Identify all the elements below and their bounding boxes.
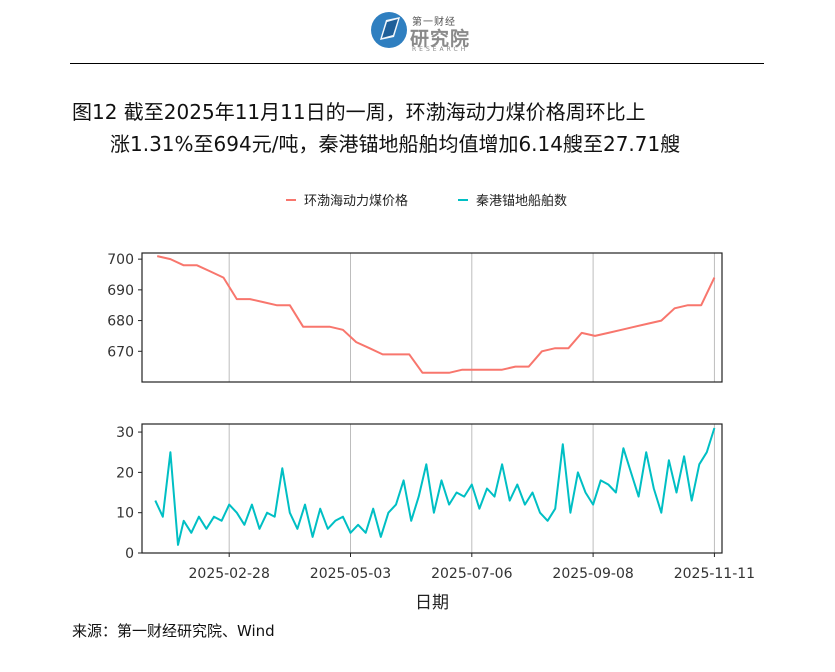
figure-title: 图12 截至2025年11月11日的一周，环渤海动力煤价格周环比上 涨1.31%… xyxy=(72,96,772,160)
logo-mark-icon xyxy=(371,12,407,48)
panel0-ytick-label-3: 700 xyxy=(107,252,134,268)
xtick-label-2: 2025-07-06 xyxy=(431,566,512,582)
logo-small-text: 第一财经 xyxy=(412,17,456,28)
logo-en-text: RESEARCH xyxy=(412,46,469,53)
panel1-ytick-label-1: 10 xyxy=(116,506,134,522)
panel0-frame xyxy=(141,252,723,383)
panel1-ytick-label-2: 20 xyxy=(116,465,134,481)
panel1-ytick-label-0: 0 xyxy=(125,546,134,562)
panel0-series-line xyxy=(156,255,716,374)
panel1-series-line xyxy=(154,427,716,546)
xtick-label-3: 2025-09-08 xyxy=(552,566,633,582)
panel0-ytick-label-1: 680 xyxy=(107,314,134,330)
logo-main-text: 研究院 xyxy=(410,28,471,50)
brand-logo: 第一财经 研究院 RESEARCH xyxy=(368,6,478,54)
legend-label-1: 秦港锚地船舶数 xyxy=(476,193,567,209)
figure-title-line2: 涨1.31%至694元/吨，秦港锚地船舶均值增加6.14艘至27.71艘 xyxy=(110,132,681,156)
xtick-label-0: 2025-02-28 xyxy=(189,566,270,582)
panel0-ytick-label-0: 670 xyxy=(107,344,134,360)
figure-title-line1: 图12 截至2025年11月11日的一周，环渤海动力煤价格周环比上 xyxy=(72,100,646,124)
source-note: 来源：第一财经研究院、Wind xyxy=(72,622,275,640)
xtick-label-4: 2025-11-11 xyxy=(674,566,755,582)
panel0-ytick-label-2: 690 xyxy=(107,283,134,299)
legend-label-0: 环渤海动力煤价格 xyxy=(304,193,408,209)
x-axis-label: 日期 xyxy=(415,593,449,613)
panel1-frame xyxy=(141,423,723,554)
xtick-label-1: 2025-05-03 xyxy=(310,566,391,582)
panel1-ytick-label-3: 30 xyxy=(116,425,134,441)
header-divider xyxy=(70,63,764,64)
